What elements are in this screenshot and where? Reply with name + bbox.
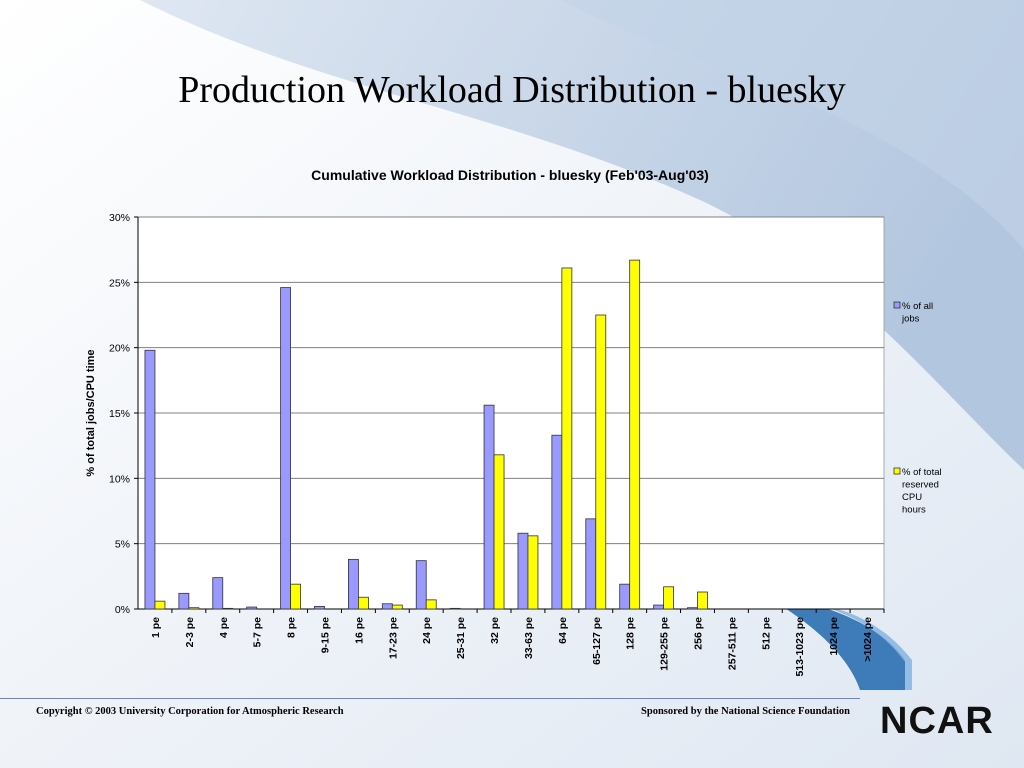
x-tick-label: 1 pe xyxy=(150,617,162,638)
bar-jobs xyxy=(449,607,461,610)
bar-jobs xyxy=(687,607,698,610)
x-tick-label: 32 pe xyxy=(489,617,501,644)
bar-cpu-hours xyxy=(358,596,369,610)
copyright-text: Copyright © 2003 University Corporation … xyxy=(36,706,344,717)
sponsor-text: Sponsored by the National Science Founda… xyxy=(641,706,850,717)
bar-cpu-hours xyxy=(425,599,437,610)
y-tick-label: 15% xyxy=(109,408,130,420)
bar-jobs xyxy=(551,434,563,610)
bar-jobs xyxy=(348,558,359,610)
bar-cpu-hours xyxy=(663,586,674,610)
x-tick-label: 257-511 pe xyxy=(726,617,738,670)
x-tick-label: 129-255 pe xyxy=(659,617,671,671)
bar-cpu-hours xyxy=(697,591,708,610)
footer-divider xyxy=(0,698,860,699)
bar-cpu-hours xyxy=(527,535,539,610)
x-tick-label: 9-15 pe xyxy=(320,617,332,653)
legend-swatch xyxy=(893,467,901,475)
x-tick-label: 128 pe xyxy=(625,617,637,650)
bar-jobs xyxy=(653,604,664,610)
legend-label-line: % of total xyxy=(902,467,942,478)
bar-cpu-hours xyxy=(629,259,641,610)
bar-jobs xyxy=(178,592,190,610)
y-axis-label: % of total jobs/CPU time xyxy=(85,349,97,476)
bar-cpu-hours xyxy=(493,454,505,610)
bar-jobs xyxy=(144,349,156,610)
slide-title: Production Workload Distribution - blues… xyxy=(178,69,846,111)
bar-cpu-hours xyxy=(188,607,200,610)
bar-cpu-hours xyxy=(290,583,301,610)
bar-jobs xyxy=(246,606,258,610)
bar-jobs xyxy=(483,404,495,610)
x-tick-label: 8 pe xyxy=(286,617,298,638)
bar-cpu-hours xyxy=(561,267,573,610)
x-tick-label: 33-63 pe xyxy=(523,617,535,659)
x-tick-label: 4 pe xyxy=(218,617,230,638)
bar-jobs xyxy=(619,583,631,610)
x-tick-label: 2-3 pe xyxy=(184,617,196,648)
bar-jobs xyxy=(415,560,427,610)
y-tick-label: 25% xyxy=(109,277,130,289)
x-tick-label: 1024 pe xyxy=(828,617,840,656)
y-tick-label: 0% xyxy=(115,604,130,616)
x-tick-label: 5-7 pe xyxy=(252,617,264,648)
bar-cpu-hours xyxy=(154,600,166,610)
x-tick-label: 512 pe xyxy=(760,617,772,650)
legend-label: % of all jobs xyxy=(901,301,933,325)
y-tick-label: 20% xyxy=(109,343,130,355)
legend-label: % of total reserved CPU hours xyxy=(902,467,942,516)
bar-jobs xyxy=(212,577,224,610)
x-tick-label: 16 pe xyxy=(353,617,365,644)
bar-jobs xyxy=(517,532,529,610)
bar-cpu-hours xyxy=(595,314,607,610)
bar-jobs xyxy=(314,605,325,610)
legend-label-line: CPU xyxy=(902,492,922,503)
bar-jobs xyxy=(585,518,597,610)
legend-label-line: % of all xyxy=(902,301,933,312)
x-tick-label: 24 pe xyxy=(421,617,433,644)
legend-label-line: jobs xyxy=(901,314,920,325)
chart-title: Cumulative Workload Distribution - blues… xyxy=(311,167,709,183)
y-tick-label: 5% xyxy=(115,539,130,551)
x-tick-label: 64 pe xyxy=(557,617,569,644)
ncar-logo: NCAR xyxy=(880,700,994,742)
x-tick-label: 25-31 pe xyxy=(455,617,467,659)
x-tick-label: 513-1023 pe xyxy=(794,617,806,677)
x-tick-label: >1024 pe xyxy=(862,617,874,662)
legend-label-line: reserved xyxy=(902,480,939,491)
legend-label-line: hours xyxy=(902,505,926,516)
y-tick-label: 10% xyxy=(109,473,130,485)
bar-jobs xyxy=(381,603,393,610)
x-tick-label: 256 pe xyxy=(693,617,705,650)
bar-cpu-hours xyxy=(222,607,234,610)
bar-cpu-hours xyxy=(391,604,403,610)
bar-jobs xyxy=(280,287,291,610)
legend-swatch xyxy=(893,301,901,309)
x-tick-label: 17-23 pe xyxy=(387,617,399,659)
y-tick-label: 30% xyxy=(109,212,130,224)
x-tick-label: 65-127 pe xyxy=(591,617,603,665)
